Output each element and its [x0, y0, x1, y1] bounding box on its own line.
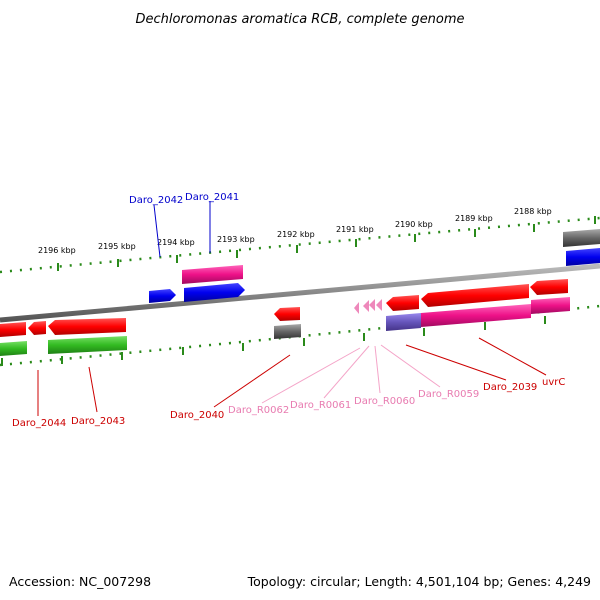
leader-daro-r0060 — [374, 345, 381, 394]
gene-purple-reverse[interactable] — [386, 313, 421, 331]
gene-uvrc-arrow[interactable] — [530, 279, 568, 295]
leader-lines — [37, 201, 547, 416]
tick-label: 2196 kbp — [38, 246, 76, 255]
gene-label-daro-2042[interactable]: Daro_2042 — [129, 195, 183, 206]
gene-gray-forward[interactable] — [563, 229, 600, 247]
gene-label-daro-2039[interactable]: Daro_2039 — [483, 382, 537, 393]
gene-label-daro-r0060[interactable]: Daro_R0060 — [354, 396, 415, 407]
leader-daro-r0061 — [323, 345, 370, 399]
tick-label: 2191 kbp — [336, 225, 374, 234]
gene-blue-forward[interactable] — [566, 248, 600, 266]
rna-daro-r0059[interactable] — [376, 299, 382, 311]
gene-daro-2039-arrow[interactable] — [386, 295, 419, 311]
gene-gray-reverse[interactable] — [274, 324, 301, 339]
gene-red-left-edge[interactable] — [0, 322, 26, 337]
leader-uvrc — [478, 337, 547, 376]
tick-label: 2190 kbp — [395, 220, 433, 229]
tick-label: 2189 kbp — [455, 214, 493, 223]
tick-label: 2193 kbp — [217, 235, 255, 244]
leader-daro-2040 — [213, 354, 291, 408]
leader-daro-2042 — [153, 204, 161, 258]
rna-daro-r0060[interactable] — [369, 299, 375, 311]
major-ticks — [57, 216, 596, 271]
genome-backbone — [0, 263, 600, 323]
accession-text: Accession: NC_007298 — [9, 574, 151, 589]
gene-daro-2040-arrow[interactable] — [274, 307, 300, 321]
gene-daro-2042-arrow[interactable] — [149, 289, 176, 303]
leader-daro-2039 — [405, 344, 507, 381]
gene-label-daro-2044[interactable]: Daro_2044 — [12, 418, 66, 429]
gene-label-daro-r0062[interactable]: Daro_R0062 — [228, 405, 289, 416]
tick-labels: 2196 kbp 2195 kbp 2194 kbp 2193 kbp 2192… — [38, 207, 552, 255]
leader-daro-2043 — [88, 366, 98, 413]
forward-scale-dots — [0, 216, 600, 274]
tick-label: 2188 kbp — [514, 207, 552, 216]
reverse-features — [0, 279, 570, 356]
rna-daro-r0062[interactable] — [354, 302, 359, 314]
gene-label-daro-r0059[interactable]: Daro_R0059 — [418, 389, 479, 400]
forward-features — [149, 229, 600, 303]
gene-labels: Daro_2042 Daro_2041 Daro_2044 Daro_2043 … — [12, 192, 565, 429]
tick-label: 2195 kbp — [98, 242, 136, 251]
reverse-major-ticks — [1, 316, 546, 366]
gene-label-daro-2040[interactable]: Daro_2040 — [170, 410, 224, 421]
map-title: Dechloromonas aromatica RCB, complete ge… — [135, 12, 464, 27]
gene-label-daro-2043[interactable]: Daro_2043 — [71, 416, 125, 427]
gene-label-daro-2041[interactable]: Daro_2041 — [185, 192, 239, 203]
tick-label: 2192 kbp — [277, 230, 315, 239]
leader-daro-r0059 — [380, 344, 441, 388]
gene-magenta-reverse-end[interactable] — [531, 297, 570, 314]
gene-label-daro-r0061[interactable]: Daro_R0061 — [290, 400, 351, 411]
gene-red-long[interactable] — [421, 284, 529, 307]
gene-label-uvrc[interactable]: uvrC — [542, 377, 565, 388]
gene-daro-2043-arrow[interactable] — [48, 318, 126, 335]
gene-green-left[interactable] — [0, 341, 27, 356]
leader-daro-r0062 — [261, 347, 361, 404]
gene-magenta-reverse-long[interactable] — [421, 304, 531, 327]
topology-text: Topology: circular; Length: 4,501,104 bp… — [247, 574, 591, 589]
gene-daro-2041-arrow[interactable] — [184, 283, 245, 302]
gene-magenta-forward[interactable] — [182, 265, 243, 284]
rna-daro-r0061[interactable] — [363, 300, 369, 312]
tick-label: 2194 kbp — [157, 238, 195, 247]
gene-red-small[interactable] — [28, 321, 46, 335]
gene-green-long[interactable] — [48, 336, 127, 354]
